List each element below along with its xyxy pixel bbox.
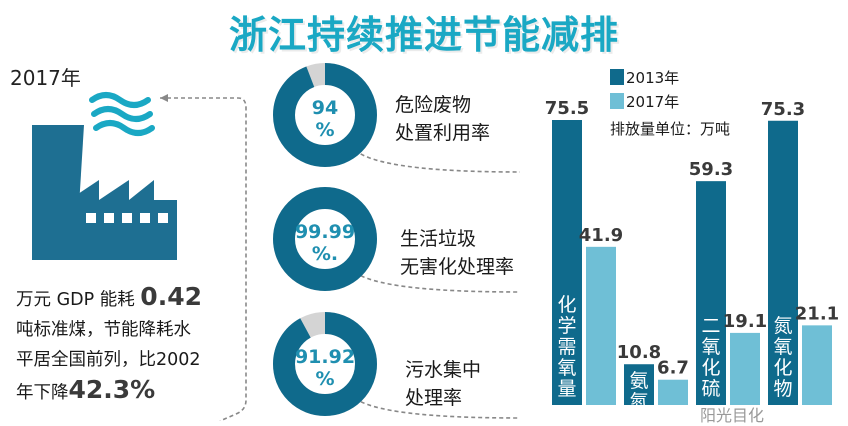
gdp-decline-value: 42.3% [68, 375, 156, 404]
bar-2013-0 [552, 120, 582, 405]
rate-label-line1: 危险废物 [395, 94, 472, 116]
gdp-energy-value: 0.42 [140, 282, 202, 311]
rate-label-line2: 无害化处理率 [400, 256, 515, 278]
bar-value-label: 6.7 [657, 358, 689, 379]
bar-2013-2 [696, 181, 726, 405]
bar-2017-3 [802, 325, 832, 405]
bar-2017-1 [658, 379, 688, 405]
donut-value: 99.99 %. [294, 221, 356, 265]
donut-hazardous-waste [273, 63, 377, 167]
category-label: 氮氧化物 [773, 315, 792, 400]
legend-label-2017: 2017年 [626, 93, 680, 111]
legend-2017: 2017年 [610, 91, 679, 112]
bar-value-label: 59.3 [689, 159, 733, 180]
factory-icon [32, 92, 177, 260]
chart-unit-note: 排放量单位：万吨 [610, 120, 731, 138]
bar-2013-1 [624, 364, 654, 405]
rate-label-sewage: 污水集中 处理率 [405, 356, 481, 412]
category-label: 二氧化硫 [701, 315, 720, 400]
bar-value-label: 10.8 [617, 342, 661, 363]
year-label: 2017年 [10, 66, 81, 90]
bar-value-label: 75.5 [545, 98, 589, 119]
legend-swatch-2017 [610, 93, 624, 109]
legend-label-2013: 2013年 [626, 69, 680, 87]
donut-label-hazardous-waste: 94 % [283, 97, 367, 141]
bar-value-label: 19.1 [723, 311, 767, 332]
donut-sewage [273, 312, 377, 416]
rate-label-household-garbage: 生活垃圾 无害化处理率 [400, 225, 514, 281]
category-label: 化学需氧量 [557, 294, 576, 400]
legend-2013: 2013年 [610, 67, 679, 88]
donut-arc [273, 187, 377, 291]
gdp-line2: 吨标准煤，节能降耗水 [16, 320, 191, 340]
gdp-line1: 万元 GDP 能耗 [16, 290, 135, 310]
page-title: 浙江持续推进节能减排 [228, 13, 619, 57]
rate-label-hazardous-waste: 危险废物 处置利用率 [395, 91, 490, 147]
donut-arc [273, 312, 377, 416]
gdp-line3: 平居全国前列，比2002 [16, 350, 201, 370]
bar-2017-0 [586, 246, 616, 405]
rate-label-line2: 处理率 [405, 387, 463, 409]
rate-label-line1: 生活垃圾 [400, 228, 477, 250]
donut-label-sewage: 91.92 % [280, 346, 370, 390]
bar-value-label: 41.9 [579, 225, 623, 246]
watermark-text: 阳光目化 [700, 406, 765, 425]
bar-2017-2 [730, 332, 760, 405]
category-label: 氨氮 [629, 370, 648, 413]
donut-value: 91.92 % [294, 346, 356, 390]
rate-label-line2: 处置利用率 [395, 122, 491, 144]
bar-value-label: 21.1 [795, 303, 839, 324]
donut-household-garbage [273, 187, 377, 291]
gdp-line4: 年下降 [16, 383, 69, 403]
bar-value-label: 75.3 [761, 99, 805, 120]
donut-arc [273, 63, 377, 167]
donut-value: 94 % [311, 97, 339, 141]
bar-2013-3 [768, 120, 798, 405]
gdp-energy-text: 万元 GDP 能耗 0.42 吨标准煤，节能降耗水 平居全国前列，比2002 年… [16, 282, 246, 408]
rate-label-line1: 污水集中 [405, 359, 482, 381]
donut-label-household-garbage: 99.99 %. [280, 221, 370, 265]
legend-swatch-2013 [610, 69, 624, 85]
